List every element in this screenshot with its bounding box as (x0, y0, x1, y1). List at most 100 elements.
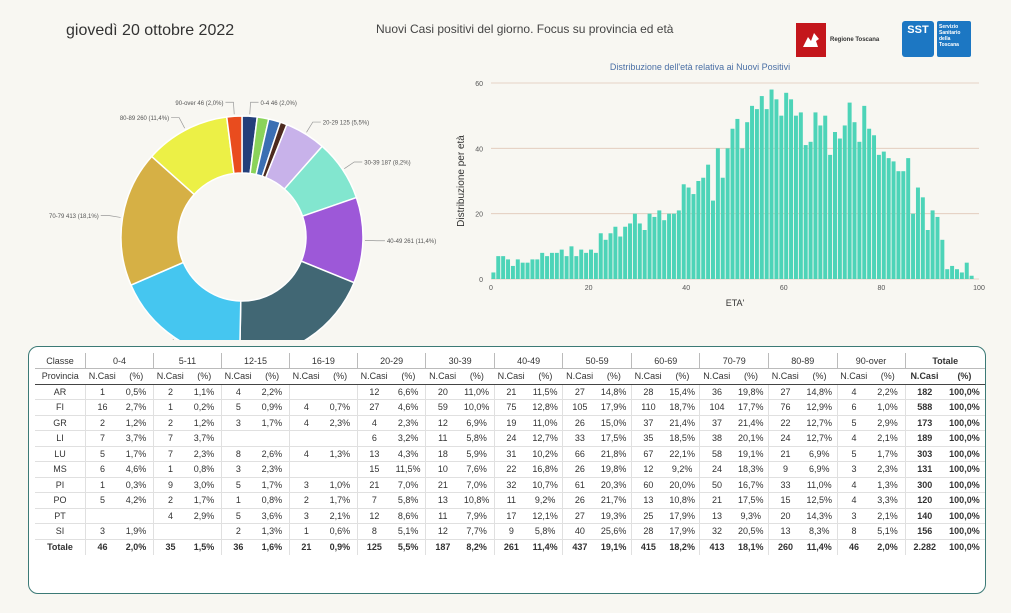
table-cell: 1,3% (322, 446, 358, 462)
histogram-bar (886, 158, 891, 279)
histogram-bar (842, 125, 847, 279)
table-cell: 2 (288, 492, 323, 509)
province-cell: GR (35, 415, 86, 431)
histogram-bar (501, 256, 506, 279)
histogram-bar (959, 272, 964, 279)
table-cell: 437 (562, 538, 597, 555)
table-cell: 3,0% (186, 477, 222, 493)
histogram-bar (876, 154, 881, 279)
table-cell: 0,2% (186, 399, 222, 416)
table-cell: 32 (699, 523, 734, 540)
table-cell: 4,6% (118, 461, 154, 478)
table-cell: 76 (768, 399, 802, 416)
table-cell: 3,6% (254, 508, 290, 524)
table-cell: 4 (288, 415, 323, 431)
table-cell (322, 461, 358, 478)
table-cell: 413 (699, 538, 734, 555)
table-cell: 5,5% (390, 538, 426, 555)
histogram-bar (745, 122, 750, 279)
page-title: Nuovi Casi positivi del giorno. Focus su… (376, 22, 674, 36)
table-cell: 12,7% (801, 430, 838, 447)
table-cell: 7,6% (459, 461, 495, 478)
leader-line (225, 101, 235, 115)
table-cell: 25 (630, 508, 665, 524)
table-cell: 5 (85, 446, 119, 462)
table-sub-header: Provincia N.Casi (%) N.Casi (%) N.Casi (%) N.Ca… (35, 368, 985, 385)
x-tick-label: 80 (878, 285, 886, 292)
histogram-bar (652, 216, 657, 279)
table-cell: 0,5% (118, 384, 154, 400)
histogram-bar (618, 236, 623, 279)
histogram-bar (901, 171, 906, 279)
histogram-bar (686, 187, 691, 279)
group-header-0-4: 0-4 (85, 353, 154, 369)
table-cell: 0,9% (322, 538, 358, 555)
table-cell: 1,7% (870, 446, 906, 462)
table-cell: 19,1% (596, 538, 632, 555)
histogram-bar (706, 164, 711, 279)
table-cell: 46 (836, 538, 871, 555)
y-tick-label: 40 (475, 146, 483, 153)
table-cell: 15,4% (664, 384, 700, 400)
table-cell: 1 (152, 461, 187, 478)
histogram-bar (896, 171, 901, 279)
table-cell: 10 (425, 461, 460, 478)
table-cell: 3 (836, 508, 871, 524)
histogram-bar (906, 158, 911, 279)
table-cell: 16 (85, 399, 119, 416)
table-cell: 2,3% (322, 415, 358, 431)
table-cell: 21 (699, 492, 734, 509)
table-cell (288, 430, 323, 447)
histogram-bar (740, 148, 745, 279)
histogram-bar (935, 216, 940, 279)
table-cell: 0,8% (186, 461, 222, 478)
age-histogram: Distribuzione dell'età relativa ai Nuovi… (456, 62, 985, 308)
slice-label-30-39: 30-39 187 (8,2%) (364, 160, 410, 166)
slice-label-40-49: 40-49 261 (11,4%) (387, 239, 436, 245)
table-cell: 5,1% (870, 523, 906, 540)
sub-header-cell: (%) (186, 368, 222, 385)
table-cell: 9,2% (527, 492, 563, 509)
table-cell: 4 (356, 415, 391, 431)
report-date: giovedì 20 ottobre 2022 (66, 22, 235, 39)
table-cell: 6,9% (801, 461, 838, 478)
table-cell: 27 (562, 384, 597, 400)
table-cell: 75 (493, 399, 528, 416)
table-cell: 2 (220, 523, 255, 540)
histogram-bar (803, 145, 808, 279)
sub-header-cell: N.Casi (837, 368, 871, 385)
table-cell: 27 (562, 508, 597, 524)
table-cell: 21,4% (664, 415, 700, 431)
table-cell: 2,7% (118, 399, 154, 416)
slice-label-70-79: 70-79 413 (18,1%) (49, 214, 99, 220)
table-cell: 17,5% (596, 430, 632, 447)
table-cell: 31 (493, 446, 528, 462)
group-header-40-49: 40-49 (493, 353, 563, 369)
table-cell: 131 (904, 461, 944, 478)
sub-header-cell: (%) (254, 368, 290, 385)
table-cell: 17,9% (596, 399, 632, 416)
table-cell: 9 (768, 461, 802, 478)
table-cell: 4 (288, 446, 323, 462)
histogram-bar (784, 92, 789, 279)
histogram-bar (720, 177, 725, 279)
table-cell: 1,3% (870, 477, 906, 493)
table-cell: 105 (562, 399, 597, 416)
histogram-bar (701, 177, 706, 279)
table-cell: 61 (562, 477, 597, 493)
sub-header-cell: N.Casi (768, 368, 802, 385)
histogram-bar (545, 256, 550, 279)
group-header-30-39: 30-39 (425, 353, 495, 369)
table-cell: 10,8% (664, 492, 700, 509)
table-cell: 8 (220, 446, 255, 462)
sub-header-cell: N.Casi (357, 368, 391, 385)
table-cell: 25,6% (596, 523, 632, 540)
table-cell: 20 (425, 384, 460, 400)
table-cell: 100,0% (943, 461, 985, 478)
table-cell: 12,5% (801, 492, 838, 509)
histogram-bar (881, 151, 886, 279)
histogram-bar (574, 256, 579, 279)
histogram-bar (696, 181, 701, 279)
histogram-bar (857, 141, 862, 279)
table-cell: 22 (493, 461, 528, 478)
